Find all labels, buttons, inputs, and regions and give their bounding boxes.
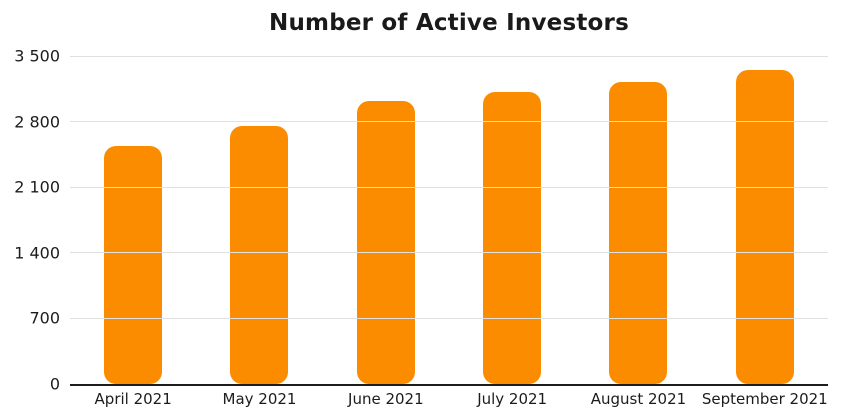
x-axis: April 2021 May 2021 June 2021 July 2021 Augu… [70, 390, 828, 408]
y-tick-label: 1 400 [14, 243, 60, 263]
gridline [70, 121, 828, 123]
bar-column [70, 56, 196, 384]
plot-area [70, 55, 828, 386]
bar-column [702, 56, 828, 384]
bar [104, 145, 163, 384]
x-tick-label: July 2021 [477, 390, 548, 408]
bar-column [323, 56, 449, 384]
gridline [70, 252, 828, 254]
bar [230, 126, 289, 384]
bar [483, 91, 542, 384]
bar-column [196, 56, 322, 384]
chart-title: Number of Active Investors [269, 10, 629, 36]
y-axis: 0 700 1 400 2 100 2 800 3 500 [0, 47, 60, 394]
x-tick-label: August 2021 [590, 390, 687, 408]
x-tick-label: May 2021 [222, 390, 297, 408]
gridline [70, 317, 828, 319]
bar [356, 100, 415, 384]
bar-column [575, 56, 701, 384]
gridline [70, 55, 828, 57]
bars-row [70, 56, 828, 384]
bar [735, 70, 794, 384]
bar-column [449, 56, 575, 384]
y-tick-label: 700 [29, 308, 60, 328]
y-tick-label: 0 [49, 374, 60, 394]
y-tick-label: 2 100 [14, 177, 60, 197]
x-tick-label: June 2021 [348, 390, 424, 408]
bar [609, 82, 668, 384]
y-tick-label: 3 500 [14, 46, 60, 66]
x-tick-label: April 2021 [94, 390, 172, 408]
y-tick-label: 2 800 [14, 112, 60, 132]
gridline [70, 186, 828, 188]
x-tick-label: September 2021 [701, 390, 828, 408]
